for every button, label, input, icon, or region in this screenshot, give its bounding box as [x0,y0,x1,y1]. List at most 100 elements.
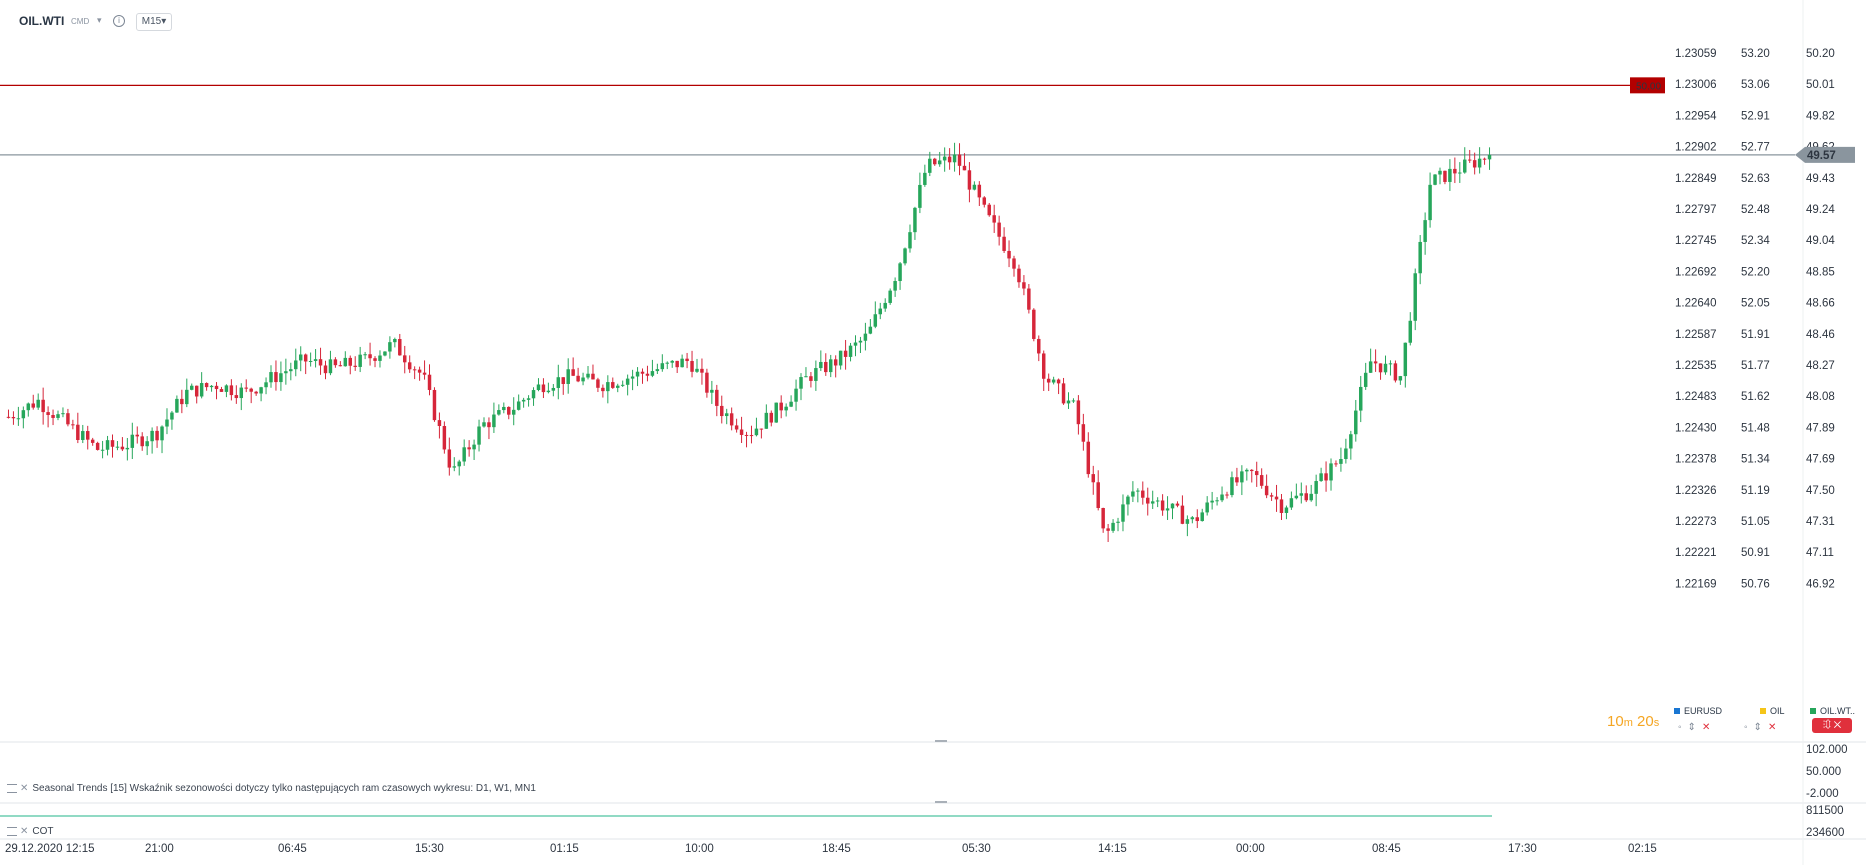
eye-icon[interactable]: ◦ [1678,722,1688,733]
indicator-label: Seasonal Trends [15] Wskaźnik sezonowośc… [32,783,536,794]
candle-body [95,442,100,450]
candle-body [1071,400,1076,402]
countdown-seconds-unit: s [1653,717,1660,729]
candle-body [724,413,729,417]
candle-body [1146,497,1150,504]
indicator-axis-tick: 50.000 [1806,766,1841,778]
candle-body [1378,363,1383,373]
candle-body [234,395,239,399]
candle-body [898,263,902,282]
candle-body [1175,503,1180,506]
candle-body [630,376,635,379]
eurusd-controls: ◦⇕✕ [1678,722,1716,733]
price-tick-oilwti: 46.92 [1806,578,1835,590]
oil-controls: ◦⇕✕ [1744,722,1782,733]
caret-down-icon[interactable]: ▾ [97,15,102,25]
candle-body [601,387,605,392]
candle-body [388,342,392,352]
candle-body [348,357,352,366]
legend-oil[interactable]: OIL [1760,706,1785,716]
candle-body [1066,400,1071,404]
close-icon[interactable]: ✕ [20,783,29,794]
price-tick-oilwti: 49.43 [1806,173,1835,185]
candle-body [933,158,937,165]
candle-countdown: 10m 20s [1607,713,1659,730]
candle-body [695,368,699,372]
reorder-icon[interactable]: ⇕ [1753,722,1768,733]
close-icon[interactable]: ✕ [1833,720,1842,731]
candle-body [1319,473,1323,482]
candle-body [1076,400,1081,425]
price-tick-eurusd: 1.22326 [1675,485,1717,497]
candle-body [323,365,328,374]
eye-icon[interactable]: ◦ [1744,722,1754,733]
candle-body [833,359,838,366]
close-icon[interactable]: ✕ [1767,722,1783,733]
candle-body [298,354,303,361]
price-tick-oilwti: 49.82 [1806,110,1835,122]
timeframe-label: M15 [141,16,162,27]
legend-label: OIL.WT.. [1820,706,1856,716]
legend-oilwti[interactable]: OIL.WT.. [1810,706,1855,716]
time-tick: 14:15 [1098,843,1127,855]
candle-body [789,401,793,407]
candle-body [1225,494,1229,496]
price-tick-eurusd: 1.22378 [1675,454,1717,466]
candle-body [516,401,521,410]
timeframe-select[interactable]: M15▾ [136,13,172,31]
candle-body [71,424,75,426]
symbol-name[interactable]: OIL.WTI [19,14,65,28]
candle-body [1032,309,1036,339]
candle-body [739,429,744,435]
price-tick-oil: 52.05 [1741,298,1770,310]
candle-body [873,314,878,327]
candle-body [853,342,858,346]
price-tick-oil: 52.34 [1741,235,1770,247]
candle-body [1116,521,1120,523]
candle-body [794,388,798,402]
price-tick-eurusd: 1.22535 [1675,360,1717,372]
candle-body [858,340,863,343]
oilwti-settings-button[interactable]: ⫶⇕ ✕ [1812,718,1852,733]
candle-body [620,384,625,386]
candle-body [249,388,253,392]
indicator-icon[interactable] [7,783,17,793]
candle-body [814,368,818,381]
candle-body [1314,481,1318,494]
candle-body [333,359,338,366]
time-tick: 02:15 [1628,843,1657,855]
candle-body [502,406,506,411]
close-icon[interactable]: ✕ [20,826,29,837]
candle-body [720,405,724,417]
candle-body [165,419,169,427]
candle-body [1190,517,1195,520]
candle-body [923,172,927,185]
candle-body [11,416,16,419]
candle-body [690,361,694,372]
candle-body [194,385,199,397]
candle-body [66,413,70,425]
legend-eurusd[interactable]: EURUSD [1674,706,1722,716]
info-icon[interactable]: i [113,15,125,27]
candle-body [913,207,917,233]
candle-body [888,290,892,303]
candle-body [150,430,154,442]
candle-body [700,368,704,373]
reorder-icon[interactable]: ⇕ [1687,722,1702,733]
candle-body [343,357,348,367]
candle-body [1002,236,1006,251]
candle-body [199,383,204,397]
price-tick-eurusd: 1.22221 [1675,547,1717,559]
close-icon[interactable]: ✕ [1701,722,1717,733]
price-tick-oilwti: 50.20 [1806,48,1835,60]
candle-body [1245,469,1249,472]
candle-body [828,359,833,373]
candle-body [1230,477,1234,496]
countdown-seconds: 20 [1637,713,1654,730]
candle-body [546,390,551,393]
candle-body [76,424,80,440]
indicator-icon[interactable] [7,826,17,836]
price-tick-oil: 51.34 [1741,454,1770,466]
time-tick: 01:15 [550,843,579,855]
